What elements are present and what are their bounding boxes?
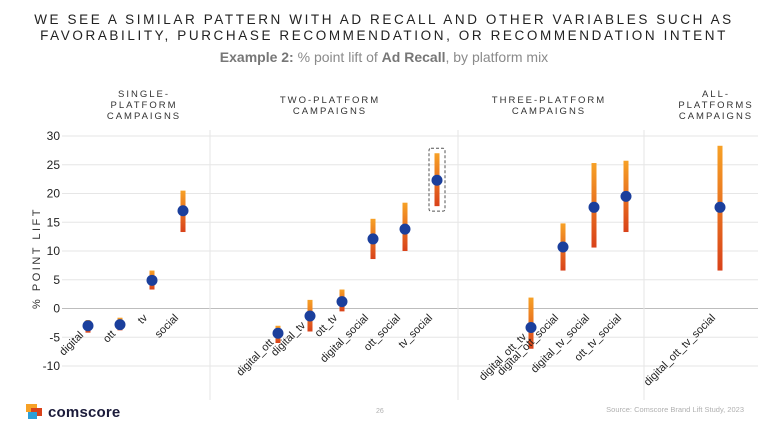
point-digital_tv_social bbox=[588, 201, 600, 213]
category-label-digital_ott: digital_ott bbox=[234, 337, 276, 379]
point-social bbox=[177, 205, 189, 217]
category-label-social: social bbox=[153, 312, 181, 340]
group-label-line: TWO-PLATFORM bbox=[279, 95, 381, 106]
category-label-tv_social: tv_social bbox=[396, 312, 435, 351]
highlight-box-tv_social bbox=[428, 147, 446, 212]
point-ott_tv bbox=[336, 296, 348, 308]
comscore-logo-icon bbox=[26, 404, 42, 419]
category-label-tv: tv bbox=[136, 312, 151, 327]
subtitle-metric: Ad Recall bbox=[381, 49, 446, 65]
point-digital_social bbox=[367, 233, 379, 245]
group-label-line: ALL- bbox=[701, 89, 731, 100]
group-label-two-platform: TWO-PLATFORM CAMPAIGNS bbox=[255, 95, 405, 117]
point-digital_ott_tv_social bbox=[714, 201, 726, 213]
group-label-line: PLATFORMS bbox=[678, 100, 754, 111]
y-tick-label: 20 bbox=[47, 187, 61, 201]
logo-text: comscore bbox=[48, 403, 121, 421]
group-label-line: PLATFORM bbox=[110, 100, 178, 111]
y-tick-label: 25 bbox=[47, 158, 61, 172]
y-tick-label: 15 bbox=[47, 215, 61, 229]
point-digital_ott_social bbox=[557, 241, 569, 253]
point-tv_social bbox=[431, 174, 443, 186]
category-label-digital_tv: digital_tv bbox=[269, 319, 309, 359]
y-tick-label: 10 bbox=[47, 244, 61, 258]
point-digital bbox=[82, 320, 94, 332]
chart-subtitle: Example 2: % point lift of Ad Recall, by… bbox=[0, 49, 768, 65]
y-tick-label: 30 bbox=[47, 129, 61, 143]
group-label-line: CAMPAIGNS bbox=[678, 111, 754, 122]
y-tick-label: -5 bbox=[49, 330, 60, 344]
point-tv bbox=[146, 274, 158, 286]
group-label-line: CAMPAIGNS bbox=[292, 106, 368, 117]
y-tick-label: -10 bbox=[43, 359, 61, 373]
subtitle-mid-text: % point lift of bbox=[293, 49, 382, 65]
comscore-logo: comscore bbox=[26, 402, 120, 422]
point-ott_tv_social bbox=[620, 190, 632, 202]
y-tick-label: 5 bbox=[53, 273, 60, 287]
category-label-digital: digital bbox=[57, 329, 86, 358]
point-digital_ott bbox=[272, 327, 284, 339]
point-digital_tv bbox=[304, 310, 316, 322]
group-label-line: SINGLE- bbox=[117, 89, 170, 100]
subtitle-suffix-text: , by platform mix bbox=[445, 49, 549, 65]
group-label-line: THREE-PLATFORM bbox=[491, 95, 607, 106]
category-label-ott_tv: ott_tv bbox=[313, 312, 341, 340]
source-note: Source: Comscore Brand Lift Study, 2023 bbox=[606, 405, 744, 414]
slide-title-line1: WE SEE A SIMILAR PATTERN WITH AD RECALL … bbox=[34, 12, 734, 27]
category-label-ott: ott bbox=[101, 328, 118, 345]
group-label-three-platform: THREE-PLATFORM CAMPAIGNS bbox=[474, 95, 624, 117]
point-ott_social bbox=[399, 223, 411, 235]
group-label-single-platform: SINGLE- PLATFORM CAMPAIGNS bbox=[88, 89, 200, 122]
category-label-digital_ott_tv_social: digital_ott_tv_social bbox=[642, 312, 718, 388]
slide-title: WE SEE A SIMILAR PATTERN WITH AD RECALL … bbox=[0, 12, 768, 44]
y-axis-label: % POINT LIFT bbox=[31, 207, 43, 309]
y-tick-label: 0 bbox=[53, 302, 60, 316]
subtitle-example-label: Example 2: bbox=[219, 49, 294, 65]
point-digital_ott_tv bbox=[525, 321, 537, 333]
group-label-all-platforms: ALL- PLATFORMS CAMPAIGNS bbox=[664, 89, 768, 122]
page-number: 26 bbox=[376, 408, 384, 415]
group-label-line: CAMPAIGNS bbox=[511, 106, 587, 117]
slide-title-line2: FAVORABILITY, PURCHASE RECOMMENDATION, O… bbox=[40, 28, 728, 43]
point-ott bbox=[114, 319, 126, 331]
group-label-line: CAMPAIGNS bbox=[106, 111, 182, 122]
